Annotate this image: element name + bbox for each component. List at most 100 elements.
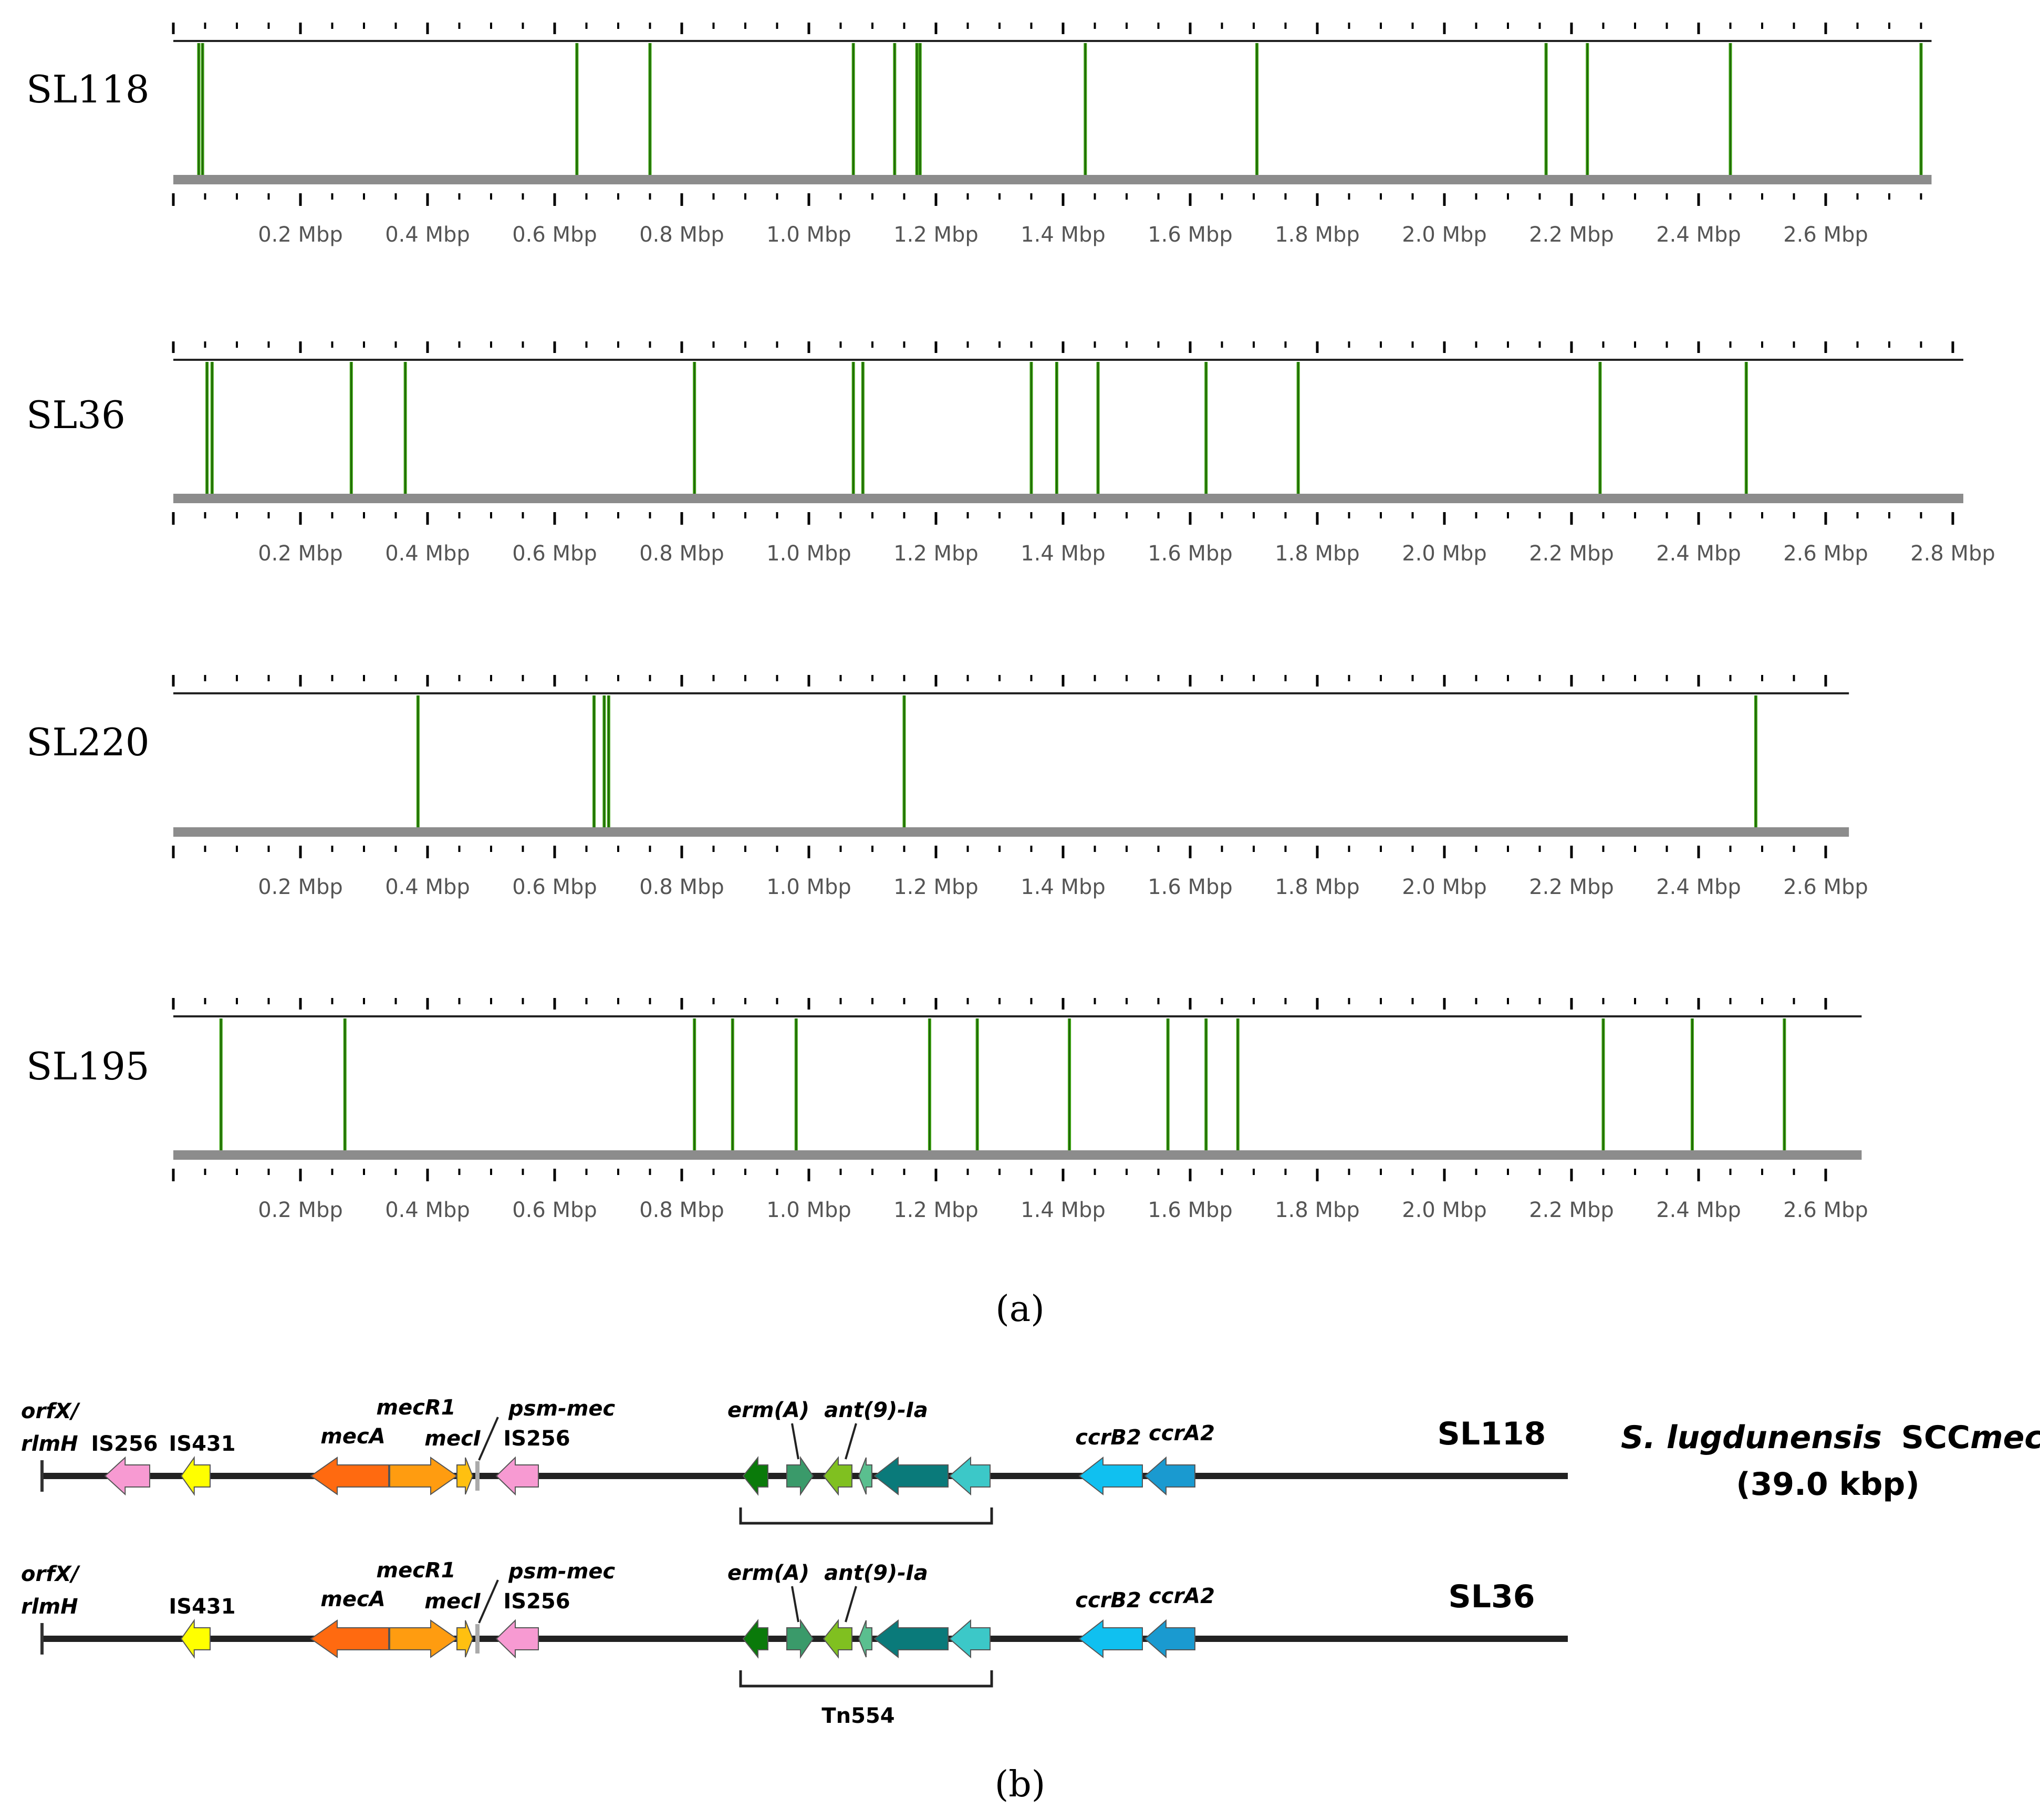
tn554-gene-d-arrow: [858, 1457, 872, 1495]
hit-line-core: [1755, 695, 1756, 827]
erma-arrow: [742, 1619, 768, 1659]
hit-line-core: [1056, 362, 1057, 494]
erma-arrow: [742, 1456, 768, 1496]
axis-tick-label: 1.0 Mbp: [766, 1198, 851, 1222]
hit-line-core: [1031, 362, 1032, 494]
is256-right-arrow: [495, 1456, 539, 1496]
chromosome-bar: [173, 1150, 1862, 1160]
is431-arrow: [180, 1455, 211, 1496]
axis-tick-label: 0.4 Mbp: [385, 542, 470, 566]
chromosome-bar: [173, 494, 1963, 503]
hit-line-core: [795, 1018, 797, 1150]
psm-mec-leader: [478, 1417, 499, 1461]
gene-label-meci: mecI: [424, 1427, 481, 1451]
tn554-gene-f-arrow: [949, 1619, 991, 1659]
axis-tick-label: 1.2 Mbp: [893, 1198, 979, 1222]
genome-track-sl36: SL36 0.2 Mbp 0.4 Mbp 0.6 Mbp 0.8 Mbp 1.0 Mbp 1…: [26, 341, 1995, 566]
strain-name: SL118: [1438, 1416, 1546, 1452]
hit-line-core: [1545, 43, 1547, 175]
psm-mec-marker: [475, 1461, 480, 1491]
genome-name-label: SL118: [26, 67, 150, 111]
axis-tick-label: 2.2 Mbp: [1529, 542, 1614, 566]
gene-label-ant9: ant(9)-Ia: [824, 1561, 928, 1585]
tn554-label: Tn554: [821, 1704, 894, 1728]
axis-tick-label: 0.8 Mbp: [639, 542, 724, 566]
hit-line-core: [694, 1018, 695, 1150]
axis-tick-label: 2.4 Mbp: [1656, 875, 1741, 899]
axis-tick-label: 1.0 Mbp: [766, 875, 851, 899]
axis-tick-label: 2.6 Mbp: [1783, 542, 1868, 566]
hit-line-core: [694, 362, 695, 494]
panel-b-sccmec-maps: SL118 orfX/rlmH IS256 IS431 mecA mecR1 mecI psm…: [21, 1396, 1568, 1728]
mecr1-arrow: [389, 1619, 458, 1658]
is256-right-arrow: [495, 1619, 539, 1659]
sccmec-map-sl36: SL36 orfX/rlmH IS431 mecA mecR1 mecI psm-mec IS…: [21, 1558, 1568, 1728]
meca-arrow: [310, 1457, 389, 1495]
axis-tick-label: 0.8 Mbp: [639, 1198, 724, 1222]
gene-label-psm-mec: psm-mec: [508, 1397, 616, 1421]
hit-line-core: [929, 1018, 930, 1150]
axis-tick-label: 2.2 Mbp: [1529, 223, 1614, 247]
hit-line-core: [603, 695, 605, 827]
hit-line-core: [404, 362, 406, 494]
axis-tick-label: 0.8 Mbp: [639, 223, 724, 247]
gene-label-ccrb2: ccrB2: [1075, 1426, 1141, 1450]
axis-tick-label: 2.2 Mbp: [1529, 875, 1614, 899]
axis-tick-label: 0.2 Mbp: [258, 542, 343, 566]
hit-line-core: [1691, 1018, 1693, 1150]
gene-label-ccrb2: ccrB2: [1075, 1588, 1141, 1613]
axis-tick-label: 0.4 Mbp: [385, 223, 470, 247]
axis-tick-label: 2.0 Mbp: [1402, 542, 1487, 566]
axis-tick-label: 1.8 Mbp: [1275, 1198, 1360, 1222]
ccra2-arrow: [1144, 1619, 1195, 1659]
psm-mec-leader: [478, 1579, 499, 1624]
hit-line-core: [1205, 1018, 1207, 1150]
gene-label-mecr1: mecR1: [376, 1396, 455, 1420]
axis-tick-label: 2.6 Mbp: [1783, 223, 1868, 247]
genome-name-label: SL220: [26, 720, 150, 764]
hit-line-core: [1167, 1018, 1169, 1150]
axis-tick-label: 1.6 Mbp: [1148, 223, 1233, 247]
meci-arrow: [456, 1457, 474, 1495]
hit-line-core: [198, 43, 200, 175]
hit-line-core: [1587, 43, 1588, 175]
axis-tick-label: 2.6 Mbp: [1783, 1198, 1868, 1222]
psm-mec-marker: [475, 1624, 480, 1653]
gene-label-orfx: orfX/: [21, 1399, 80, 1423]
chromosome-bar: [173, 827, 1849, 837]
sccmec-title-species: S. lugdunensis: [1621, 1419, 1882, 1456]
axis-tick-label: 1.2 Mbp: [893, 875, 979, 899]
hit-line-core: [202, 43, 203, 175]
axis-tick-label: 0.4 Mbp: [385, 1198, 470, 1222]
hit-line-core: [1599, 362, 1601, 494]
axis-tick-label: 1.4 Mbp: [1021, 1198, 1106, 1222]
gene-label-is256-right: IS256: [503, 1427, 570, 1451]
hit-line-core: [220, 1018, 222, 1150]
gene-label-is431: IS431: [169, 1595, 235, 1619]
chromosome-bar: [173, 175, 1932, 184]
axis-tick-label: 2.0 Mbp: [1402, 1198, 1487, 1222]
gene-label-erma: erm(A): [727, 1561, 809, 1585]
tn554-gene-e-arrow: [873, 1619, 949, 1659]
axis-tick-label: 0.6 Mbp: [512, 223, 597, 247]
ant9-arrow: [823, 1619, 852, 1659]
axis-tick-label: 1.6 Mbp: [1148, 542, 1233, 566]
tn554-gene-e-arrow: [873, 1456, 949, 1496]
axis-tick-label: 2.4 Mbp: [1656, 1198, 1741, 1222]
hit-line-core: [1784, 1018, 1785, 1150]
gene-label-rlmh: rlmH: [21, 1432, 78, 1456]
is256-left-arrow: [104, 1456, 150, 1496]
axis-tick-label: 0.8 Mbp: [639, 875, 724, 899]
genome-track-sl118: SL118 0.2 Mbp 0.4 Mbp 0.6 Mbp 0.8 Mbp 1.0 Mbp…: [26, 23, 1932, 247]
hit-line-core: [1297, 362, 1299, 494]
hit-line-core: [852, 43, 854, 175]
hit-line-core: [344, 1018, 346, 1150]
ant9-arrow: [823, 1456, 852, 1496]
mecr1-arrow: [389, 1457, 458, 1495]
axis-tick-label: 2.2 Mbp: [1529, 1198, 1614, 1222]
axis-tick-label: 1.0 Mbp: [766, 542, 851, 566]
hit-line-core: [649, 43, 651, 175]
hit-line-core: [862, 362, 863, 494]
hit-line-core: [594, 695, 595, 827]
hit-line-core: [1745, 362, 1747, 494]
